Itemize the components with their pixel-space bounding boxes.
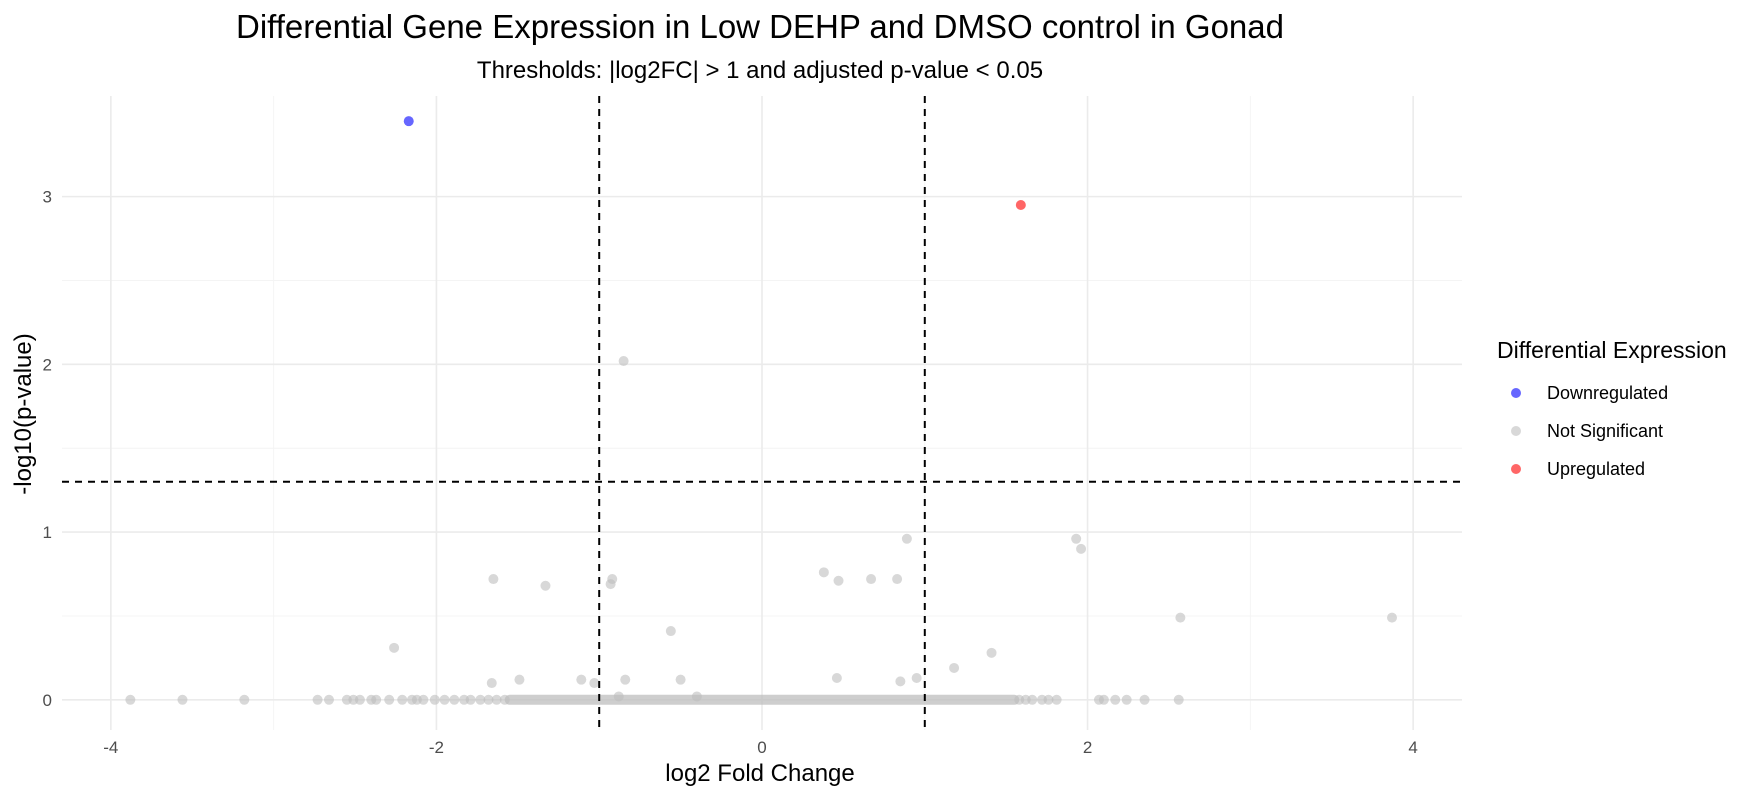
data-point: [1051, 694, 1062, 705]
data-point: [833, 575, 844, 586]
legend-swatch: [1511, 426, 1521, 436]
data-point: [540, 580, 551, 591]
data-point: [514, 674, 525, 685]
data-point: [1175, 612, 1186, 623]
x-tick-label: -2: [429, 738, 444, 757]
data-point: [384, 694, 395, 705]
data-point: [949, 662, 960, 673]
data-point: [499, 694, 510, 705]
legend-swatch: [1511, 388, 1521, 398]
data-point: [389, 642, 400, 653]
data-point: [605, 579, 616, 590]
threshold-lines: [62, 96, 1462, 730]
data-point: [675, 674, 686, 685]
data-point: [1387, 612, 1397, 623]
data-point: [986, 647, 997, 658]
x-axis-label: log2 Fold Change: [665, 760, 854, 787]
data-point: [1121, 694, 1132, 705]
chart-title: Differential Gene Expression in Low DEHP…: [236, 8, 1284, 45]
data-point: [449, 694, 460, 705]
y-tick-label: 3: [43, 188, 52, 207]
data-point: [1173, 694, 1184, 705]
data-point: [354, 694, 365, 705]
data-point: [1015, 200, 1026, 211]
legend-swatch: [1511, 464, 1521, 474]
data-points: [125, 116, 1397, 705]
data-point: [866, 574, 877, 585]
data-point: [403, 116, 414, 127]
data-point: [911, 673, 922, 684]
x-axis-ticks: -4 -2 0 2 4: [103, 738, 1418, 757]
data-point: [665, 626, 676, 637]
data-point: [239, 694, 250, 705]
data-point: [323, 694, 334, 705]
data-point: [312, 694, 323, 705]
data-point: [125, 694, 136, 705]
x-tick-label: 0: [757, 738, 766, 757]
y-tick-label: 1: [43, 523, 52, 542]
data-point: [486, 678, 497, 689]
data-point: [1043, 694, 1054, 705]
data-point: [465, 694, 476, 705]
data-point: [589, 678, 600, 689]
y-tick-label: 0: [43, 691, 52, 710]
data-point: [1076, 543, 1087, 554]
data-point: [488, 574, 499, 585]
y-axis-ticks: 0 1 2 3: [43, 188, 52, 710]
x-tick-label: 2: [1083, 738, 1092, 757]
legend-title: Differential Expression: [1497, 337, 1727, 363]
data-point: [831, 673, 842, 684]
chart-subtitle: Thresholds: |log2FC| > 1 and adjusted p-…: [477, 57, 1043, 84]
grid: [62, 96, 1462, 730]
data-point: [418, 694, 429, 705]
data-point: [613, 691, 624, 702]
legend-label: Upregulated: [1547, 459, 1645, 479]
data-point: [895, 676, 906, 687]
data-point: [397, 694, 408, 705]
data-point: [1071, 533, 1082, 544]
data-point: [618, 356, 629, 367]
data-point: [901, 533, 912, 544]
y-tick-label: 2: [43, 355, 52, 374]
x-tick-label: -4: [103, 738, 118, 757]
data-point: [1098, 694, 1109, 705]
data-point: [177, 694, 188, 705]
data-point: [491, 694, 502, 705]
data-point: [1027, 694, 1038, 705]
data-point: [483, 694, 494, 705]
data-point: [620, 674, 631, 685]
y-axis-label: -log10(p-value): [10, 333, 37, 494]
x-tick-label: 4: [1408, 738, 1417, 757]
data-point: [892, 574, 903, 585]
data-point: [818, 567, 829, 578]
data-point: [1110, 694, 1121, 705]
legend-label: Not Significant: [1547, 421, 1663, 441]
data-point: [691, 691, 702, 702]
data-point: [475, 694, 486, 705]
data-point: [429, 694, 440, 705]
data-point: [439, 694, 450, 705]
data-point: [1139, 694, 1150, 705]
data-point: [576, 674, 587, 685]
legend-label: Downregulated: [1547, 383, 1668, 403]
legend: Differential Expression Downregulated Not…: [1497, 337, 1727, 479]
data-point: [371, 694, 382, 705]
